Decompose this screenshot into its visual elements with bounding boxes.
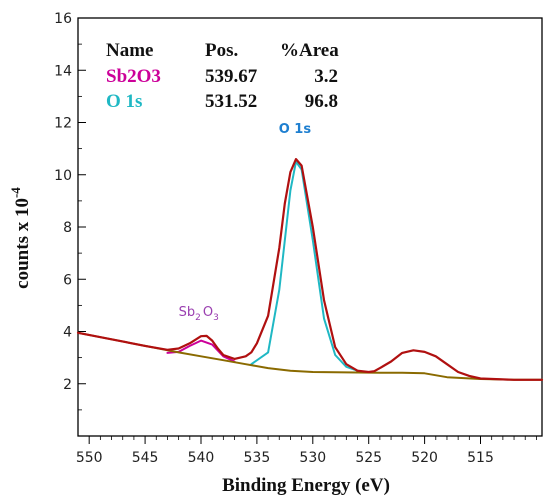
legend-header: Pos. [205, 40, 238, 61]
annotation-sb2o3-part: 2 [195, 313, 201, 323]
x-tick-label: 530 [299, 450, 326, 466]
annotation-sb2o3: Sb2 O3 [179, 305, 219, 323]
y-tick-label: 10 [54, 168, 72, 184]
legend-area: 96.8 [305, 91, 338, 112]
y-tick-label: 14 [54, 63, 72, 79]
legend-header: Name [106, 40, 153, 61]
annotation-sb2o3-part: 3 [213, 313, 219, 323]
y-axis-title-exponent: -4 [8, 187, 23, 198]
svg-text:counts x 10-4: counts x 10-4 [8, 187, 33, 289]
annotation-sb2o3-part: Sb [179, 305, 196, 320]
annotations: O 1s Sb2 O3 [179, 122, 312, 323]
y-tick-label: 2 [63, 377, 72, 393]
x-tick-label: 525 [355, 450, 382, 466]
series-line-envelope [76, 158, 544, 381]
x-tick-label: 520 [411, 450, 438, 466]
legend-name: Sb2O3 [106, 66, 161, 87]
y-tick-label: 4 [63, 325, 72, 341]
legend: Name Pos. %Area Sb2O3 539.67 3.2 O 1s 531.52 96.… [106, 40, 339, 112]
legend-header: %Area [280, 40, 339, 61]
x-tick-label: 550 [76, 450, 103, 466]
y-axis: 2 4 6 8 10 12 14 16 [54, 11, 86, 411]
series-line-o-1s [250, 160, 370, 374]
y-tick-label: 8 [63, 220, 72, 236]
series-line-background [77, 331, 543, 381]
legend-name: O 1s [106, 91, 142, 112]
x-tick-label: 535 [244, 450, 271, 466]
y-axis-title-group: counts x 10-4 [8, 187, 33, 289]
series-layer [76, 158, 544, 381]
legend-area: 3.2 [314, 66, 338, 87]
y-axis-title: counts x 10 [12, 198, 33, 289]
y-tick-label: 12 [54, 116, 72, 132]
x-tick-label: 540 [188, 450, 215, 466]
x-tick-label: 515 [467, 450, 494, 466]
annotation-sb2o3-part: O [203, 305, 213, 320]
legend-pos: 531.52 [205, 91, 257, 112]
y-tick-label: 6 [63, 272, 72, 288]
x-axis: 550 545 540 535 530 525 520 515 [76, 436, 537, 466]
legend-pos: 539.67 [205, 66, 258, 87]
annotation-o1s: O 1s [279, 122, 312, 137]
y-tick-label: 16 [54, 11, 72, 27]
x-tick-label: 545 [132, 450, 159, 466]
x-axis-title: Binding Energy (eV) [222, 475, 390, 496]
